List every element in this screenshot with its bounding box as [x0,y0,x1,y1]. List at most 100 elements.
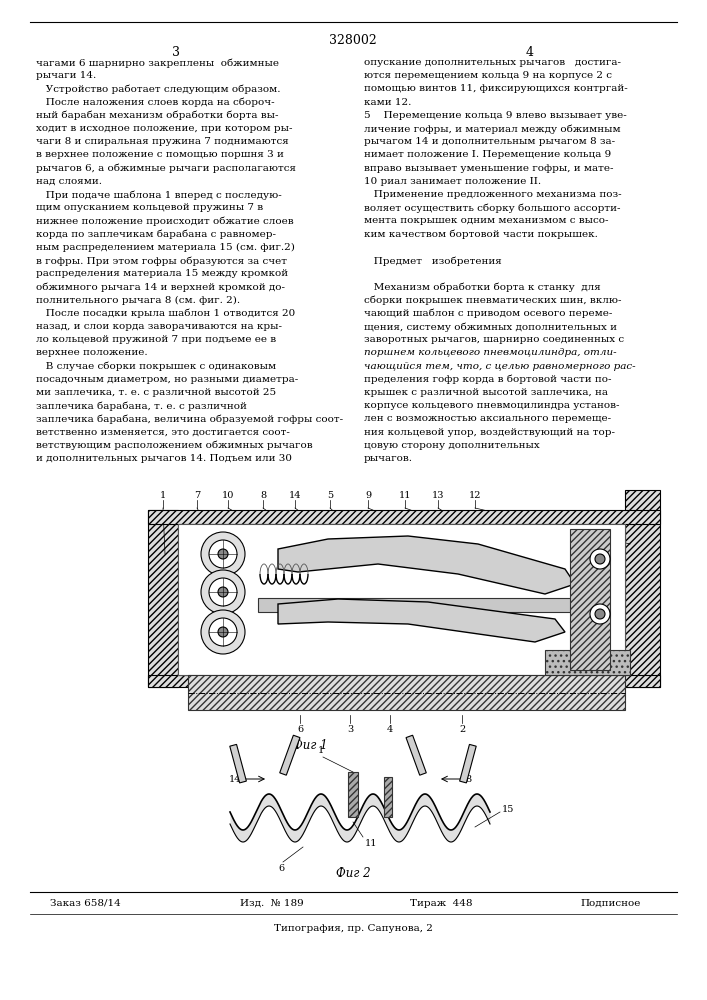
Text: нимает положение I. Перемещение кольца 9: нимает положение I. Перемещение кольца 9 [364,150,612,159]
Text: рычагов 6, а обжимные рычаги располагаются: рычагов 6, а обжимные рычаги располагают… [36,164,296,173]
Text: 8: 8 [260,491,266,500]
Text: 4: 4 [387,725,393,734]
Text: При подаче шаблона 1 вперед с последую-: При подаче шаблона 1 вперед с последую- [36,190,282,200]
Text: в гофры. При этом гофры образуются за счет: в гофры. При этом гофры образуются за сч… [36,256,287,265]
Circle shape [590,549,610,569]
Text: Подписное: Подписное [580,898,641,908]
Text: 14: 14 [288,491,301,500]
Bar [570,529,610,670]
Text: Фиг 2: Фиг 2 [336,867,370,880]
Text: Механизм обработки борта к станку  для: Механизм обработки борта к станку для [364,282,601,292]
Text: 1: 1 [160,491,166,500]
Polygon shape [406,735,426,775]
Text: поршнем кольцевого пневмоцилиндра, отли-: поршнем кольцевого пневмоцилиндра, отли- [364,348,617,357]
Text: ния кольцевой упор, воздействующий на тор-: ния кольцевой упор, воздействующий на то… [364,428,615,437]
Text: 1: 1 [318,746,324,755]
Text: 3: 3 [172,46,180,59]
Text: крышек с различной высотой заплечика, на: крышек с различной высотой заплечика, на [364,388,608,397]
Circle shape [209,578,237,606]
Text: щим опусканием кольцевой пружины 7 в: щим опусканием кольцевой пружины 7 в [36,203,263,212]
Text: и дополнительных рычагов 14. Подъем или 30: и дополнительных рычагов 14. Подъем или … [36,454,292,463]
Text: посадочным диаметром, но разными диаметра-: посадочным диаметром, но разными диаметр… [36,375,298,384]
Polygon shape [230,744,246,783]
Text: 6: 6 [278,864,284,873]
Text: 13: 13 [432,491,444,500]
Circle shape [201,610,245,654]
Circle shape [218,549,228,559]
Text: Устройство работает следующим образом.: Устройство работает следующим образом. [36,84,281,94]
Text: мента покрышек одним механизмом с высо-: мента покрышек одним механизмом с высо- [364,216,609,225]
Text: После посадки крыла шаблон 1 отводится 20: После посадки крыла шаблон 1 отводится 2… [36,309,296,318]
Text: корпусе кольцевого пневмоцилиндра установ-: корпусе кольцевого пневмоцилиндра устано… [364,401,619,410]
Text: 12: 12 [469,491,481,500]
Text: пределения гофр корда в бортовой части по-: пределения гофр корда в бортовой части п… [364,375,612,384]
Text: цовую сторону дополнительных: цовую сторону дополнительных [364,441,539,450]
Text: ются перемещением кольца 9 на корпусе 2 с: ются перемещением кольца 9 на корпусе 2 … [364,71,612,80]
Text: ми заплечика, т. е. с различной высотой 25: ми заплечика, т. е. с различной высотой … [36,388,276,397]
Circle shape [209,540,237,568]
Text: 328002: 328002 [329,34,377,47]
Text: рычагов.: рычагов. [364,454,413,463]
Text: рычаги 14.: рычаги 14. [36,71,96,80]
Text: Заказ 658/14: Заказ 658/14 [50,898,121,908]
Text: 11: 11 [365,839,378,848]
Text: 4: 4 [526,46,534,59]
Text: над слоями.: над слоями. [36,177,102,186]
Text: опускание дополнительных рычагов   достига-: опускание дополнительных рычагов достига… [364,58,621,67]
Circle shape [218,587,228,597]
Text: Типография, пр. Сапунова, 2: Типография, пр. Сапунова, 2 [274,924,433,933]
Text: ким качеством бортовой части покрышек.: ким качеством бортовой части покрышек. [364,230,598,239]
Bar [148,510,660,524]
Text: 10: 10 [222,491,234,500]
Text: заворотных рычагов, шарнирно соединенных с: заворотных рычагов, шарнирно соединенных… [364,335,624,344]
Text: ным распределением материала 15 (см. фиг.2): ным распределением материала 15 (см. фиг… [36,243,295,252]
Text: верхнее положение.: верхнее положение. [36,348,148,357]
Bar [188,675,625,710]
Polygon shape [280,735,300,775]
Text: назад, и слои корда заворачиваются на кры-: назад, и слои корда заворачиваются на кр… [36,322,282,331]
Text: заплечика барабана, величина образуемой гофры соот-: заплечика барабана, величина образуемой … [36,414,343,424]
Text: ветствующим расположением обжимных рычагов: ветствующим расположением обжимных рычаг… [36,441,312,450]
Circle shape [209,618,237,646]
Text: 6: 6 [297,725,303,734]
Text: 5: 5 [327,491,333,500]
Bar [148,675,660,687]
Circle shape [595,554,605,564]
Text: После наложения слоев корда на сбороч-: После наложения слоев корда на сбороч- [36,98,274,107]
Text: распределения материала 15 между кромкой: распределения материала 15 между кромкой [36,269,288,278]
Text: Фиг 1: Фиг 1 [293,739,327,752]
Text: ками 12.: ками 12. [364,98,411,107]
Bar [178,524,625,675]
Text: лен с возможностью аксиального перемеще-: лен с возможностью аксиального перемеще- [364,414,611,423]
Text: В случае сборки покрышек с одинаковым: В случае сборки покрышек с одинаковым [36,362,276,371]
Text: 11: 11 [399,491,411,500]
Text: 10 риал занимает положение II.: 10 риал занимает положение II. [364,177,541,186]
Bar [258,597,585,611]
Text: ло кольцевой пружиной 7 при подъеме ее в: ло кольцевой пружиной 7 при подъеме ее в [36,335,276,344]
Text: Предмет   изобретения: Предмет изобретения [364,256,502,265]
Bar [625,490,660,687]
Text: чающийся тем, что, с целью равномерного рас-: чающийся тем, что, с целью равномерного … [364,362,636,371]
Text: ный барабан механизм обработки борта вы-: ный барабан механизм обработки борта вы- [36,111,279,120]
Text: помощью винтов 11, фиксирующихся контргай-: помощью винтов 11, фиксирующихся контрга… [364,84,628,93]
Text: 9: 9 [365,491,371,500]
Text: Применение предложенного механизма поз-: Применение предложенного механизма поз- [364,190,621,199]
Text: Изд.  № 189: Изд. № 189 [240,898,304,908]
Text: чающий шаблон с приводом осевого переме-: чающий шаблон с приводом осевого переме- [364,309,612,318]
Polygon shape [278,536,575,594]
Polygon shape [278,599,565,642]
Text: 3: 3 [347,725,353,734]
Bar [545,650,630,675]
Bar [348,772,358,817]
Text: заплечика барабана, т. е. с различной: заплечика барабана, т. е. с различной [36,401,247,411]
Text: 2: 2 [459,725,465,734]
Text: нижнее положение происходит обжатие слоев: нижнее положение происходит обжатие слое… [36,216,293,226]
Text: ходит в исходное положение, при котором ры-: ходит в исходное положение, при котором … [36,124,293,133]
Text: ветственно изменяется, это достигается соот-: ветственно изменяется, это достигается с… [36,428,290,437]
Text: 8: 8 [465,774,471,784]
Text: рычагом 14 и дополнительным рычагом 8 за-: рычагом 14 и дополнительным рычагом 8 за… [364,137,615,146]
Circle shape [218,627,228,637]
Text: 15: 15 [502,806,515,814]
Text: личение гофры, и материал между обжимным: личение гофры, и материал между обжимным [364,124,621,133]
Circle shape [201,570,245,614]
